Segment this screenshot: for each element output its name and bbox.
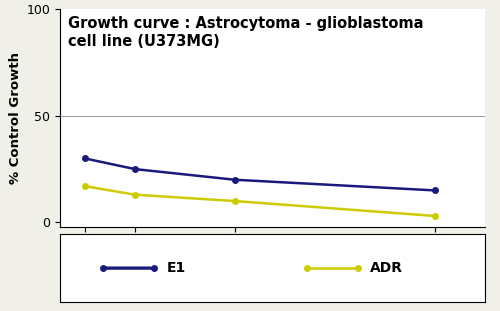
ADR <box>232 199 238 203</box>
Line: ADR: ADR <box>82 183 438 219</box>
Y-axis label: % Control Growth: % Control Growth <box>9 52 22 184</box>
Text: ADR: ADR <box>370 261 403 275</box>
X-axis label: Drug Concentration (μg/ml): Drug Concentration (μg/ml) <box>169 255 376 268</box>
E1 <box>232 178 238 182</box>
E1 <box>132 167 138 171</box>
ADR <box>132 193 138 197</box>
ADR <box>82 184 88 188</box>
Text: E1: E1 <box>166 261 186 275</box>
Text: Growth curve : Astrocytoma - glioblastoma
cell line (U373MG): Growth curve : Astrocytoma - glioblastom… <box>68 16 424 49</box>
E1 <box>432 188 438 192</box>
E1 <box>82 157 88 160</box>
ADR <box>432 214 438 218</box>
Line: E1: E1 <box>82 156 438 193</box>
